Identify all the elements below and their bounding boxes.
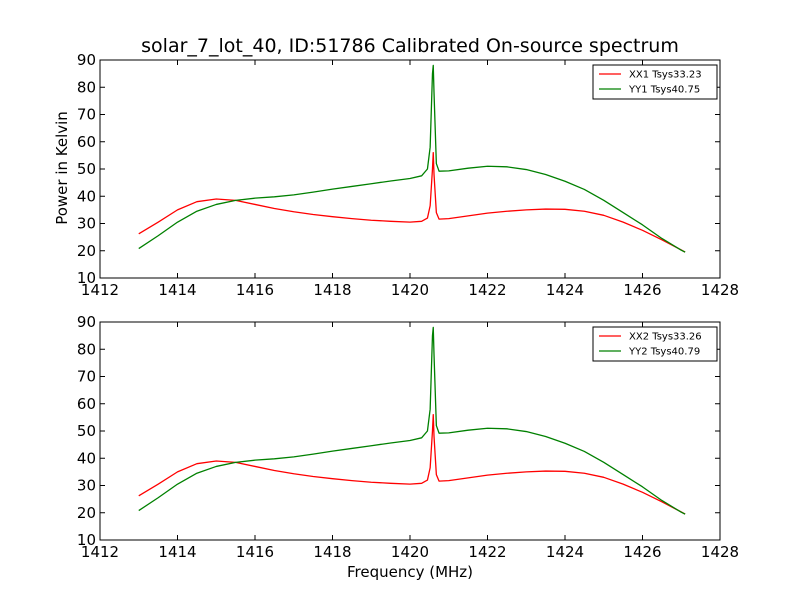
- x-axis-label: Frequency (MHz): [347, 563, 473, 581]
- x-tick-label-1-7: 1424: [546, 281, 584, 299]
- x-tick-label-2-7: 1424: [546, 543, 584, 561]
- y-tick-label-1-2: 20: [77, 242, 96, 260]
- y-tick-label-2-3: 30: [77, 477, 96, 495]
- figure-title: solar_7_lot_40, ID:51786 Calibrated On-s…: [141, 35, 679, 57]
- x-tick-label-2-8: 1426: [623, 543, 661, 561]
- legend-box-2: [592, 326, 718, 362]
- legend-1: XX1 Tsys33.23 YY1 Tsys40.75: [592, 64, 718, 100]
- x-tick-label-1-8: 1426: [623, 281, 661, 299]
- y-axis-label: Power in Kelvin: [53, 111, 71, 225]
- legend-entry-2-2: YY2 Tsys40.79: [628, 347, 700, 358]
- legend-entry-2-1: XX2 Tsys33.26: [629, 332, 702, 343]
- series-line-1-1: [138, 151, 686, 253]
- x-tick-label-2-1: 1412: [81, 543, 119, 561]
- legend-2: XX2 Tsys33.26 YY2 Tsys40.79: [592, 326, 718, 362]
- y-tick-label-1-6: 60: [77, 133, 96, 151]
- x-tick-label-1-4: 1418: [313, 281, 351, 299]
- plots-layer: 1412 1414 1416 1418 1420 1422 1424 1426 1428 10 20…: [77, 51, 739, 561]
- y-tick-label-1-3: 30: [77, 215, 96, 233]
- x-tick-label-1-1: 1412: [81, 281, 119, 299]
- y-tick-label-1-1: 10: [77, 269, 96, 287]
- series-line-1-2: [138, 64, 686, 253]
- series-line-2-1: [138, 413, 686, 515]
- y-tick-label-1-5: 50: [77, 160, 96, 178]
- y-tick-label-2-1: 10: [77, 531, 96, 549]
- panel-1: 1412 1414 1416 1418 1420 1422 1424 1426 1428 10 20…: [77, 51, 739, 299]
- y-tick-label-2-2: 20: [77, 504, 96, 522]
- x-tick-label-1-9: 1428: [701, 281, 739, 299]
- y-tick-label-2-8: 80: [77, 340, 96, 358]
- y-tick-label-1-7: 70: [77, 106, 96, 124]
- x-tick-label-2-4: 1418: [313, 543, 351, 561]
- y-tick-label-2-6: 60: [77, 395, 96, 413]
- y-tick-label-2-7: 70: [77, 368, 96, 386]
- y-tick-label-2-4: 40: [77, 449, 96, 467]
- legend-entry-1-1: XX1 Tsys33.23: [629, 70, 702, 81]
- x-tick-label-2-2: 1414: [158, 543, 196, 561]
- x-tick-label-2-9: 1428: [701, 543, 739, 561]
- series-line-2-2: [138, 326, 686, 515]
- y-tick-label-1-9: 90: [77, 51, 96, 69]
- x-tick-label-2-3: 1416: [236, 543, 274, 561]
- x-tick-label-1-6: 1422: [468, 281, 506, 299]
- x-tick-label-1-2: 1414: [158, 281, 196, 299]
- x-tick-label-1-3: 1416: [236, 281, 274, 299]
- legend-entry-1-2: YY1 Tsys40.75: [628, 85, 700, 96]
- y-tick-label-2-5: 50: [77, 422, 96, 440]
- panel-2: 1412 1414 1416 1418 1420 1422 1424 1426 1428 10 20…: [77, 313, 739, 561]
- x-tick-label-2-5: 1420: [391, 543, 429, 561]
- y-tick-label-1-4: 40: [77, 187, 96, 205]
- y-tick-label-2-9: 90: [77, 313, 96, 331]
- y-tick-label-1-8: 80: [77, 78, 96, 96]
- legend-box-1: [592, 64, 718, 100]
- x-tick-label-1-5: 1420: [391, 281, 429, 299]
- x-tick-label-2-6: 1422: [468, 543, 506, 561]
